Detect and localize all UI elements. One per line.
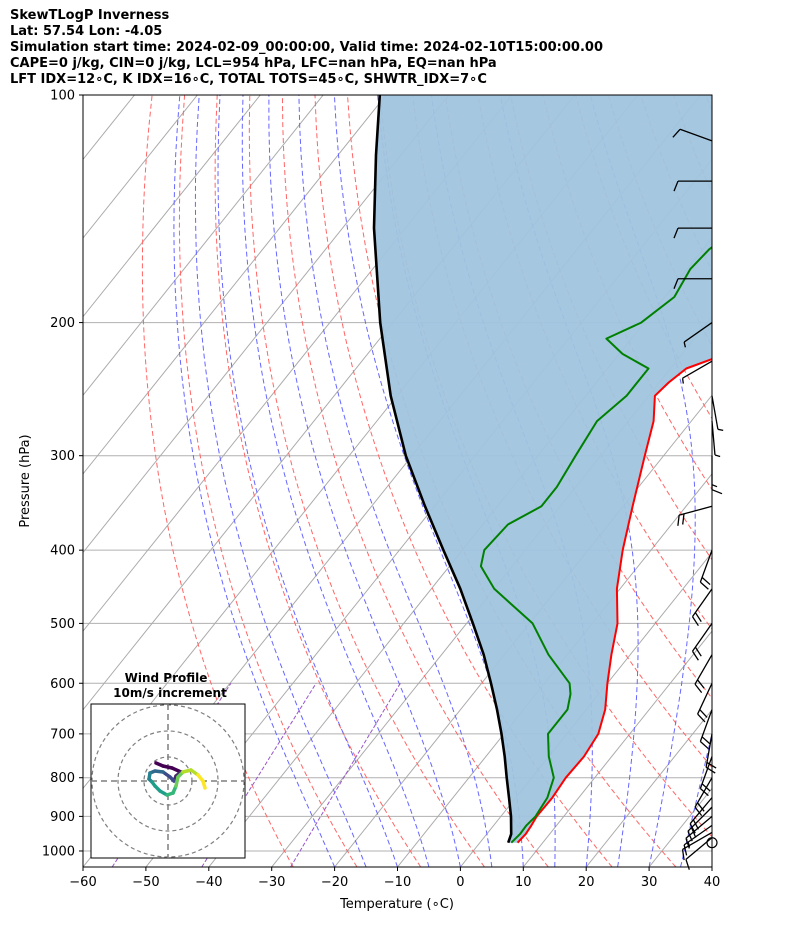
chart-title: SkewTLogP Inverness [10, 8, 170, 23]
y-tick-label: 900 [50, 810, 75, 825]
isotherm-line [775, 95, 794, 867]
wind-barb [711, 421, 721, 458]
x-tick-label: −50 [132, 875, 159, 890]
dry-adiabat [281, 95, 549, 867]
hodograph-title: Wind Profile [125, 671, 208, 685]
wind-barb [691, 588, 713, 627]
wind-barb [705, 733, 717, 774]
wind-barb [697, 682, 713, 723]
wind-barb [711, 395, 724, 432]
y-tick-label: 1000 [42, 844, 75, 859]
isotherm-line [585, 708, 712, 867]
wind-barb [699, 756, 713, 797]
dry-adiabat [739, 95, 794, 867]
y-tick-label: 100 [50, 89, 75, 104]
wind-barb [694, 654, 713, 694]
wind-barb [672, 128, 713, 142]
wind-barb [699, 709, 713, 750]
moist-adiabat [711, 865, 712, 867]
isotherm-line [522, 630, 712, 867]
y-tick-label: 200 [50, 316, 75, 331]
hodograph-subtitle: 10m/s increment [113, 686, 227, 700]
wind-barb [685, 815, 713, 849]
dry-adiabat [542, 95, 712, 491]
stability-line: CAPE=0 j/kg, CIN=0 j/kg, LCL=954 hPa, LF… [10, 56, 497, 71]
hodograph-segment [201, 779, 207, 790]
moist-adiabat [744, 95, 794, 867]
x-tick-label: −30 [258, 875, 285, 890]
indices-line: LFT IDX=12∘C, K IDX=16∘C, TOTAL TOTS=45∘… [10, 72, 487, 87]
wind-barb [691, 623, 713, 661]
y-tick-label: 600 [50, 677, 75, 692]
cin-shade-area [374, 95, 712, 843]
dry-adiabat [178, 95, 358, 867]
moist-adiabat [589, 95, 696, 867]
wind-barb [689, 797, 713, 834]
dry-adiabat [575, 95, 712, 420]
isotherm-line [0, 95, 72, 867]
time-line: Simulation start time: 2024-02-09_00:00:… [10, 40, 603, 55]
dewpoint-line [479, 246, 712, 844]
isotherm-line [83, 95, 198, 239]
wind-barb [711, 455, 723, 495]
x-tick-label: 30 [641, 875, 658, 890]
isotherm-line [83, 95, 450, 554]
wind-barb [673, 227, 712, 239]
parcel-line [372, 95, 513, 844]
moist-adiabat [194, 95, 367, 867]
dry-adiabat [705, 95, 712, 113]
isotherm-line [334, 394, 712, 867]
y-tick-label: 300 [50, 449, 75, 464]
dry-adiabat [248, 95, 485, 867]
dry-adiabat [314, 95, 613, 867]
wind-barb [673, 180, 712, 192]
isotherm-line [711, 866, 712, 867]
y-tick-label: 500 [50, 617, 75, 632]
wind-barb [677, 505, 713, 526]
x-tick-label: 40 [704, 875, 721, 890]
y-axis-label: Pressure (hPa) [18, 434, 33, 527]
dry-adiabat [141, 95, 294, 867]
moist-adiabat [268, 95, 461, 867]
isotherm-line [83, 95, 261, 318]
moist-adiabat [217, 95, 398, 867]
isotherm-line [83, 95, 324, 397]
wind-barb [685, 837, 713, 870]
temperature-line [516, 358, 712, 844]
x-axis-label: Temperature (∘C) [339, 897, 454, 912]
wind-barb [673, 278, 712, 289]
y-tick-label: 400 [50, 544, 75, 559]
x-tick-label: −40 [195, 875, 222, 890]
wind-barb [683, 322, 713, 348]
wind-barb [694, 777, 713, 817]
moist-adiabat [173, 95, 336, 867]
wind-barb [699, 549, 713, 590]
mixing-ratio-line [290, 683, 401, 867]
y-tick-label: 800 [50, 771, 75, 786]
mixing-ratio-line [201, 683, 317, 867]
x-tick-label: 0 [456, 875, 464, 890]
wind-barb [681, 360, 713, 384]
chart-header: SkewTLogP Inverness Lat: 57.54 Lon: -4.0… [10, 8, 790, 88]
wind-barb [681, 831, 713, 861]
dry-adiabat [771, 95, 794, 867]
x-tick-label: −60 [69, 875, 96, 890]
moist-adiabat [241, 95, 430, 867]
dry-adiabat [214, 95, 422, 867]
x-tick-label: −20 [321, 875, 348, 890]
x-tick-label: 10 [515, 875, 532, 890]
x-tick-label: −10 [384, 875, 411, 890]
hodograph-ring [117, 730, 219, 832]
location-line: Lat: 57.54 Lon: -4.05 [10, 24, 163, 39]
y-tick-label: 700 [50, 727, 75, 742]
x-tick-label: 20 [578, 875, 595, 890]
isotherm-line [83, 95, 387, 475]
